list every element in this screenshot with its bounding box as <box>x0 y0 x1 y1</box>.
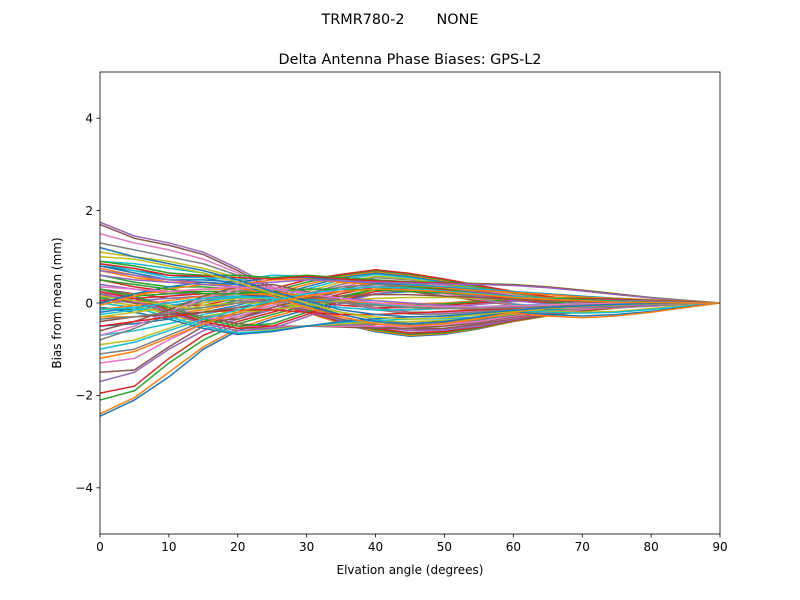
x-tick-label: 20 <box>230 540 245 554</box>
y-axis-label: Bias from mean (mm) <box>50 237 64 368</box>
x-tick-label: 10 <box>161 540 176 554</box>
series-line-71 <box>100 246 720 318</box>
figure-suptitle: TRMR780-2 NONE <box>321 12 479 28</box>
series-line-72 <box>100 288 720 360</box>
y-tick-label: 4 <box>85 112 93 126</box>
x-tick-label: 80 <box>643 540 658 554</box>
plot-area: 0 10 20 30 40 50 60 70 80 90 −4 −2 0 2 4 <box>75 71 728 554</box>
x-tick-label: 40 <box>368 540 383 554</box>
x-axis-label: Elvation angle (degrees) <box>337 563 484 577</box>
x-tick-label: 70 <box>575 540 590 554</box>
y-axis: −4 −2 0 2 4 <box>75 112 100 495</box>
x-tick-label: 90 <box>712 540 727 554</box>
y-tick-label: 0 <box>85 296 93 310</box>
series-line-65 <box>100 274 720 309</box>
series-lines <box>100 221 720 417</box>
x-tick-label: 50 <box>437 540 452 554</box>
x-axis: 0 10 20 30 40 50 60 70 80 90 <box>96 534 728 554</box>
x-tick-label: 0 <box>96 540 104 554</box>
y-tick-label: −2 <box>75 389 93 403</box>
series-line-49 <box>100 297 720 318</box>
y-tick-label: 2 <box>85 204 93 218</box>
x-tick-label: 60 <box>506 540 521 554</box>
x-tick-label: 30 <box>299 540 314 554</box>
y-tick-label: −4 <box>75 481 93 495</box>
series-line-67 <box>100 286 720 308</box>
chart-title: Delta Antenna Phase Biases: GPS-L2 <box>279 52 542 68</box>
